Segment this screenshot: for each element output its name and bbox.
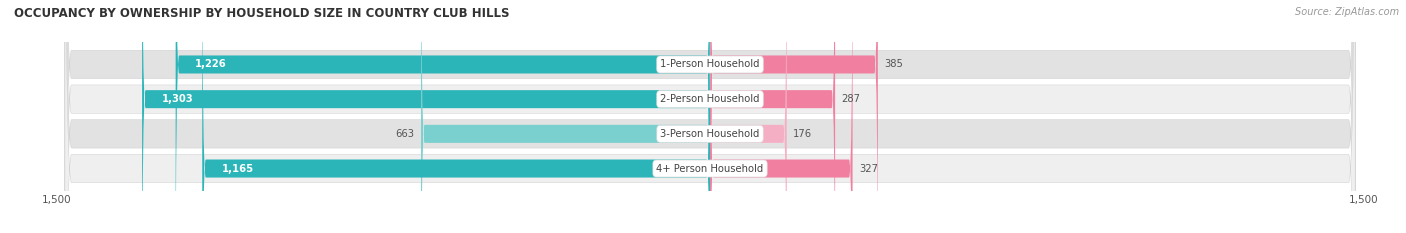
Text: 176: 176	[793, 129, 813, 139]
FancyBboxPatch shape	[65, 0, 1355, 233]
FancyBboxPatch shape	[710, 0, 877, 233]
Text: 1,226: 1,226	[195, 59, 226, 69]
Text: 327: 327	[859, 164, 879, 174]
Text: 2-Person Household: 2-Person Household	[661, 94, 759, 104]
Text: 287: 287	[842, 94, 860, 104]
FancyBboxPatch shape	[65, 0, 1355, 233]
FancyBboxPatch shape	[65, 0, 1355, 233]
FancyBboxPatch shape	[176, 0, 710, 233]
Text: Source: ZipAtlas.com: Source: ZipAtlas.com	[1295, 7, 1399, 17]
Text: 1-Person Household: 1-Person Household	[661, 59, 759, 69]
Text: 4+ Person Household: 4+ Person Household	[657, 164, 763, 174]
FancyBboxPatch shape	[142, 0, 710, 233]
FancyBboxPatch shape	[65, 0, 1355, 233]
FancyBboxPatch shape	[202, 0, 710, 233]
FancyBboxPatch shape	[420, 0, 710, 233]
Text: 3-Person Household: 3-Person Household	[661, 129, 759, 139]
Text: 1,165: 1,165	[222, 164, 254, 174]
Text: OCCUPANCY BY OWNERSHIP BY HOUSEHOLD SIZE IN COUNTRY CLUB HILLS: OCCUPANCY BY OWNERSHIP BY HOUSEHOLD SIZE…	[14, 7, 509, 20]
Text: 385: 385	[884, 59, 903, 69]
FancyBboxPatch shape	[710, 0, 852, 233]
Text: 1,303: 1,303	[162, 94, 194, 104]
Text: 663: 663	[395, 129, 415, 139]
FancyBboxPatch shape	[710, 0, 787, 233]
FancyBboxPatch shape	[710, 0, 835, 233]
